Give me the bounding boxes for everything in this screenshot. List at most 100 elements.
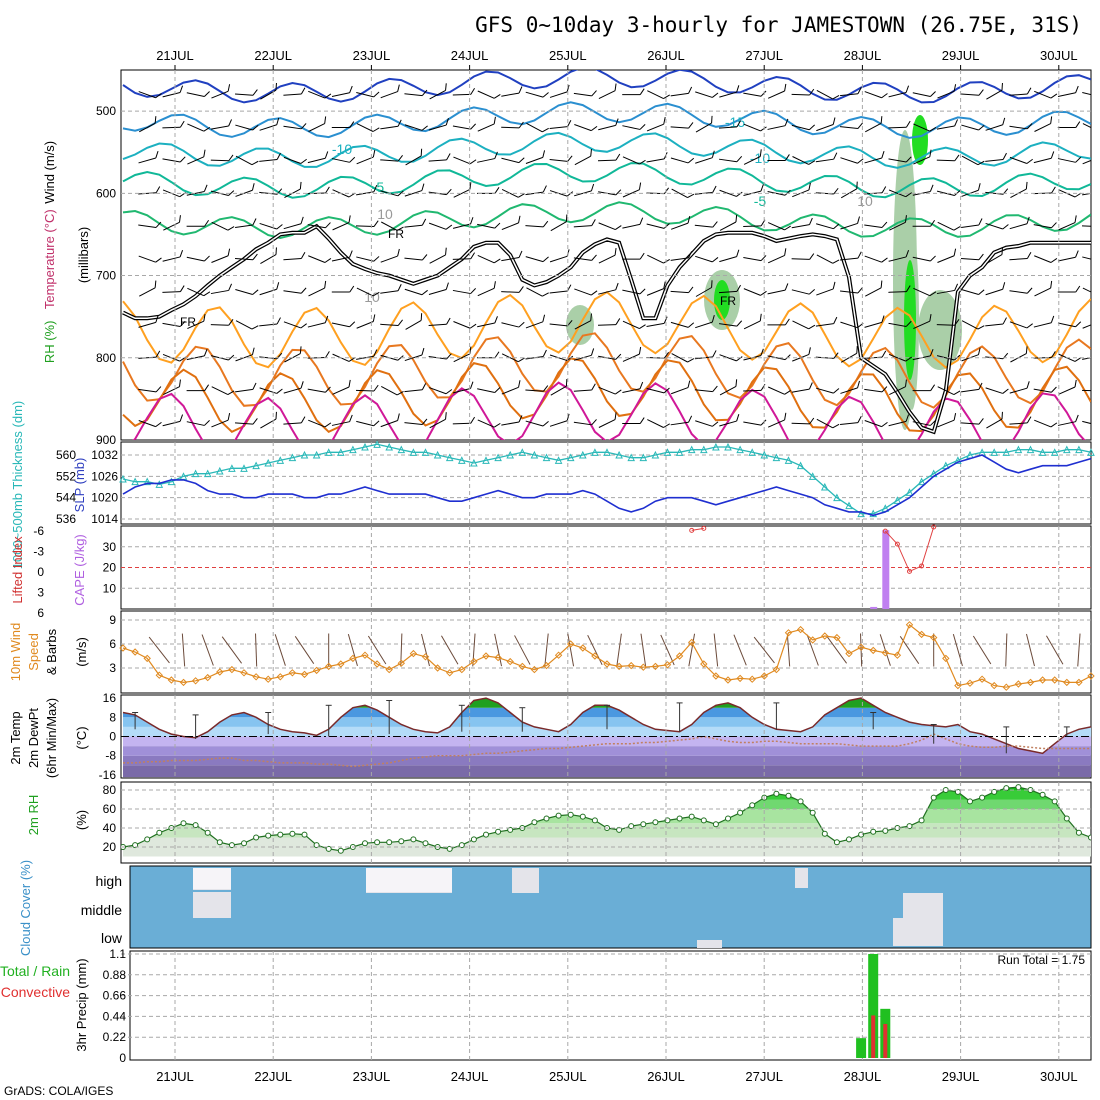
wind-barb (767, 386, 791, 395)
wind-barb (912, 384, 936, 392)
wind-speed-point (917, 630, 926, 639)
wind-barb (405, 148, 423, 166)
wind-barb (477, 222, 501, 229)
rh-band (761, 790, 1052, 800)
wind-barb (694, 221, 718, 228)
wind-barb (283, 287, 307, 294)
barb-flag (470, 416, 476, 424)
thickness-point (675, 448, 684, 456)
wind-barb (331, 250, 353, 262)
barb-shaft (985, 124, 1003, 131)
wind-barbs-label: & Barbs (44, 628, 59, 675)
rh-point (1088, 834, 1091, 841)
wind-barb (453, 321, 477, 329)
wind-speed-point (990, 681, 998, 690)
rh-point (362, 840, 368, 847)
barb-flag (420, 148, 423, 156)
wind-barb (162, 85, 184, 98)
barb-shaft (356, 321, 374, 329)
barb-shaft (670, 290, 689, 294)
barb-shaft (380, 91, 398, 99)
thickness-point (494, 453, 502, 462)
barb-shaft (961, 224, 979, 228)
barb-flag (615, 282, 619, 290)
barb-shaft (283, 422, 302, 425)
barb-shaft (671, 188, 688, 199)
run-total: Run Total = 1.75 (997, 953, 1085, 967)
barb-flag (203, 126, 211, 132)
barb-shaft (404, 354, 423, 362)
barb-flag (1075, 414, 1079, 422)
barb-shaft (573, 421, 592, 426)
wind-barb (646, 223, 670, 229)
barb-shaft (211, 419, 229, 428)
wind-barb (452, 217, 474, 229)
barb-shaft (381, 221, 398, 231)
wind-speed-point (264, 675, 272, 683)
wind-speed-point (373, 660, 381, 668)
barb-flag (784, 154, 790, 161)
wind-barb (816, 254, 840, 264)
wind-speed-point (155, 671, 164, 679)
rh-point (132, 842, 139, 849)
wind-barb (234, 89, 258, 96)
barb-shaft (767, 222, 785, 231)
barb-flag (155, 257, 162, 263)
wind-barb (839, 87, 862, 97)
barb-flag (1002, 388, 1009, 394)
barb-shaft (308, 90, 326, 99)
wind-barb (695, 255, 719, 263)
barb-shaft (743, 288, 761, 296)
wind-barb (695, 91, 719, 98)
wind-barb (792, 320, 816, 330)
barb-flag (591, 254, 597, 261)
wind-barb (864, 386, 888, 393)
barb-shaft (452, 125, 471, 130)
barb-flag (373, 420, 380, 427)
wind-speed-point (966, 679, 974, 687)
wind-barb (525, 150, 546, 164)
wind-speed-point (857, 643, 865, 651)
barb-flag (953, 390, 961, 396)
barb-shaft (937, 255, 955, 263)
barb-flag (759, 313, 762, 322)
thickness-point (1062, 445, 1071, 454)
barb-flag (349, 250, 353, 258)
barb-shaft (138, 420, 156, 428)
barb-shaft (695, 321, 713, 329)
wind-barb (186, 255, 210, 262)
barb-flag (228, 283, 233, 291)
wind-barb (259, 117, 280, 131)
barb-shaft (453, 188, 471, 198)
barb-flag (808, 288, 816, 295)
wind-barb (912, 91, 936, 98)
wind-barb (211, 386, 235, 396)
barb-shaft (1033, 322, 1052, 328)
barb-shaft (138, 192, 157, 195)
barb-flag (275, 247, 277, 255)
barb-flag (663, 258, 670, 264)
barb-flag (712, 185, 717, 193)
wind-barb (961, 155, 985, 166)
wind-speed-point (228, 665, 236, 674)
barb-flag (446, 317, 451, 325)
barb-shaft (452, 93, 471, 96)
wind-speed-label: Speed (26, 633, 41, 671)
thickness-point (300, 450, 309, 459)
barb-shaft (670, 257, 689, 261)
barb-shaft (525, 321, 544, 329)
barb-flag (1025, 181, 1028, 190)
barb-flag (397, 190, 404, 197)
barb-shaft (815, 323, 834, 327)
barb-flag (470, 381, 474, 389)
barb-flag (542, 420, 549, 427)
thickness-point (288, 453, 297, 462)
barb-shaft (308, 419, 326, 428)
wind-barb (283, 87, 306, 96)
barb-flag (445, 118, 449, 126)
barb-flag (252, 124, 259, 131)
barb-flag (421, 89, 428, 96)
barb-shaft (259, 222, 277, 230)
barb-shaft (429, 418, 446, 429)
wind-barb (671, 353, 695, 363)
